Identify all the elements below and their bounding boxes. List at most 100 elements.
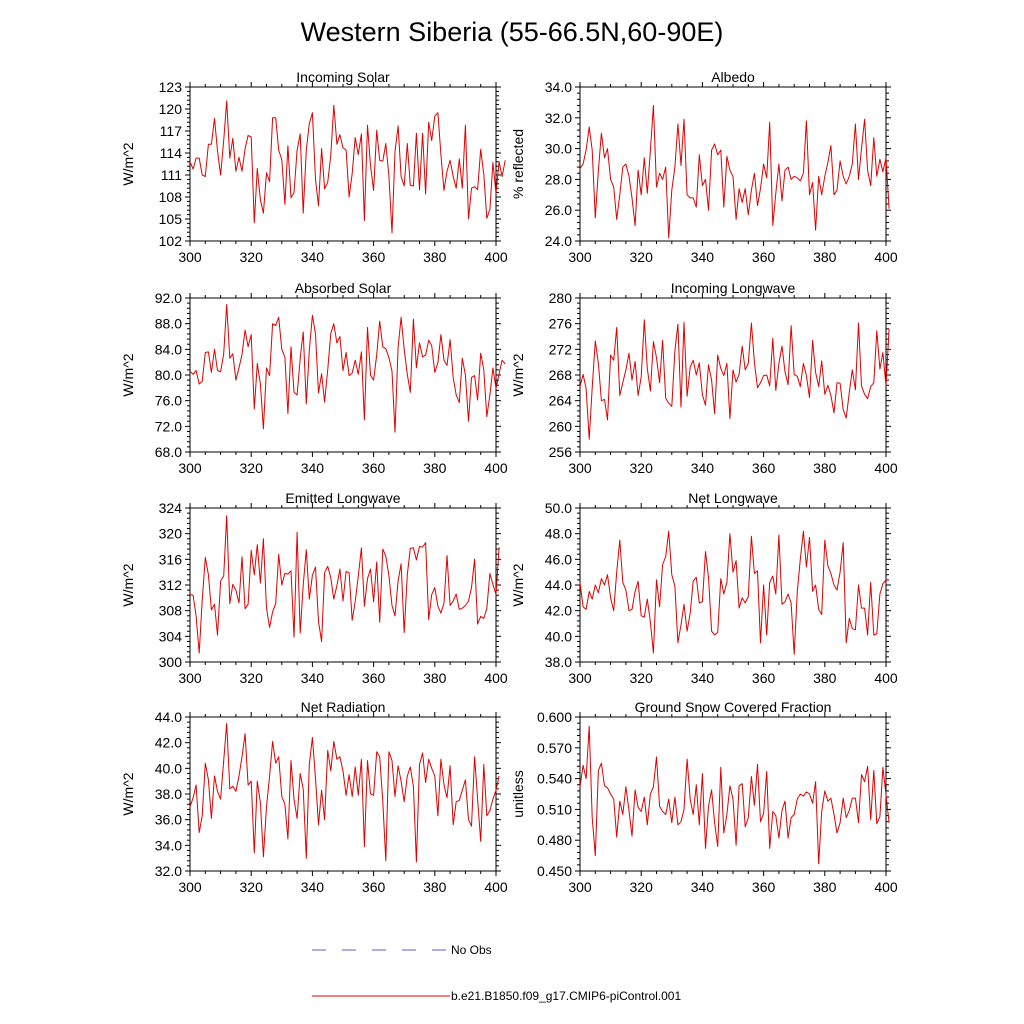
- series-line: [189, 303, 506, 433]
- x-tick-label: 300: [568, 879, 592, 895]
- y-tick-label: 42.0: [155, 735, 182, 751]
- y-tick-label: 68.0: [155, 444, 182, 460]
- y-tick-label: 88.0: [155, 316, 182, 332]
- panel-title: Incoming Solar: [296, 69, 390, 85]
- y-tick-label: 256: [549, 444, 573, 460]
- y-axis-label: W/m^2: [120, 142, 136, 185]
- y-tick-label: 312: [159, 577, 183, 593]
- y-tick-label: 36.0: [155, 812, 182, 828]
- x-tick-label: 360: [752, 249, 776, 265]
- plot-frame: [579, 507, 887, 663]
- x-tick-label: 380: [423, 249, 447, 265]
- y-tick-label: 50.0: [545, 500, 572, 516]
- y-tick-label: 111: [161, 167, 182, 183]
- y-tick-label: 80.0: [155, 367, 182, 383]
- x-tick-label: 400: [874, 879, 898, 895]
- y-tick-label: 300: [159, 654, 183, 670]
- x-tick-label: 380: [813, 249, 837, 265]
- panel-title: Emitted Longwave: [285, 490, 400, 506]
- y-tick-label: 34.0: [545, 79, 572, 95]
- legend-model: b.e21.B1850.f09_g17.CMIP6-piControl.001: [312, 986, 732, 1006]
- x-tick-label: 360: [752, 879, 776, 895]
- y-tick-label: 24.0: [545, 233, 572, 249]
- plot-frame: [579, 716, 887, 872]
- chart-panel-4: Emitted Longwave W/m^2 300 304 308 312 316 320 3…: [120, 490, 508, 686]
- x-tick-label: 400: [874, 249, 898, 265]
- y-tick-label: 28.0: [545, 171, 572, 187]
- chart-panel-6: Net Radiation W/m^2 32.0 34.0 36.0 38.0 40.0 42…: [120, 699, 508, 895]
- panel-title: Net Longwave: [688, 490, 778, 506]
- x-tick-label: 320: [240, 670, 264, 686]
- x-tick-label: 360: [362, 879, 386, 895]
- x-tick-label: 320: [630, 670, 654, 686]
- panel-title: Incoming Longwave: [671, 280, 796, 296]
- y-tick-label: 117: [160, 123, 183, 139]
- x-tick-label: 300: [178, 249, 202, 265]
- y-tick-label: 0.540: [537, 771, 572, 787]
- y-tick-label: 264: [549, 393, 573, 409]
- x-tick-label: 360: [362, 460, 386, 476]
- y-axis-label: W/m^2: [120, 563, 136, 606]
- series-line: [189, 722, 500, 863]
- series-line: [189, 515, 500, 654]
- plot-frame: [189, 507, 497, 663]
- x-tick-label: 300: [178, 670, 202, 686]
- x-tick-label: 300: [568, 670, 592, 686]
- legend-model-swatch: [312, 995, 450, 997]
- legend-obs: No Obs: [312, 940, 552, 960]
- y-axis-label: W/m^2: [120, 772, 136, 815]
- y-tick-label: 268: [549, 367, 573, 383]
- x-tick-label: 380: [423, 460, 447, 476]
- x-tick-label: 340: [691, 879, 715, 895]
- y-tick-label: 280: [549, 290, 573, 306]
- x-tick-label: 340: [691, 670, 715, 686]
- x-tick-label: 360: [752, 670, 776, 686]
- y-tick-label: 308: [159, 603, 183, 619]
- y-tick-label: 44.0: [545, 577, 572, 593]
- plot-frame: [189, 716, 497, 872]
- x-tick-label: 380: [423, 879, 447, 895]
- plot-frame: [189, 297, 497, 453]
- series-line: [189, 100, 506, 234]
- y-tick-label: 40.0: [545, 628, 572, 644]
- y-tick-label: 72.0: [155, 418, 182, 434]
- x-tick-label: 340: [301, 249, 325, 265]
- x-tick-label: 300: [178, 460, 202, 476]
- y-tick-label: 84.0: [155, 341, 182, 357]
- y-axis-label: % reflected: [510, 129, 526, 199]
- y-axis-label: unitless: [510, 770, 526, 817]
- x-tick-label: 360: [362, 249, 386, 265]
- x-tick-label: 300: [568, 460, 592, 476]
- x-tick-label: 340: [301, 460, 325, 476]
- y-tick-label: 276: [549, 316, 573, 332]
- x-tick-label: 340: [301, 670, 325, 686]
- y-tick-label: 0.570: [537, 740, 572, 756]
- y-tick-label: 38.0: [155, 786, 182, 802]
- x-tick-label: 340: [691, 460, 715, 476]
- y-tick-label: 30.0: [545, 141, 572, 157]
- y-tick-label: 120: [159, 101, 183, 117]
- panel-title: Absorbed Solar: [295, 280, 392, 296]
- x-tick-label: 340: [301, 879, 325, 895]
- chart-panel-3: Incoming Longwave W/m^2 256 260 264 268 272 276…: [510, 280, 898, 476]
- chart-panel-7: Ground Snow Covered Fraction unitless 0.45…: [510, 699, 898, 895]
- y-tick-label: 0.480: [537, 832, 572, 848]
- x-tick-label: 360: [362, 670, 386, 686]
- y-tick-label: 105: [159, 211, 183, 227]
- y-tick-label: 32.0: [545, 110, 572, 126]
- y-tick-label: 42.0: [545, 603, 572, 619]
- legend-model-label: b.e21.B1850.f09_g17.CMIP6-piControl.001: [451, 989, 682, 1003]
- x-tick-label: 400: [874, 670, 898, 686]
- chart-panel-0: Incoming Solar W/m^2 102 105 108 111 114 117 120…: [120, 69, 508, 265]
- y-tick-label: 0.510: [537, 801, 572, 817]
- series-line: [579, 319, 890, 440]
- y-tick-label: 48.0: [545, 526, 572, 542]
- legend-obs-label: No Obs: [451, 943, 492, 957]
- y-axis-label: W/m^2: [510, 353, 526, 396]
- y-tick-label: 0.450: [537, 863, 572, 879]
- x-tick-label: 320: [240, 460, 264, 476]
- y-tick-label: 76.0: [155, 393, 182, 409]
- x-tick-label: 400: [484, 460, 508, 476]
- y-tick-label: 316: [159, 551, 183, 567]
- x-tick-label: 400: [484, 249, 508, 265]
